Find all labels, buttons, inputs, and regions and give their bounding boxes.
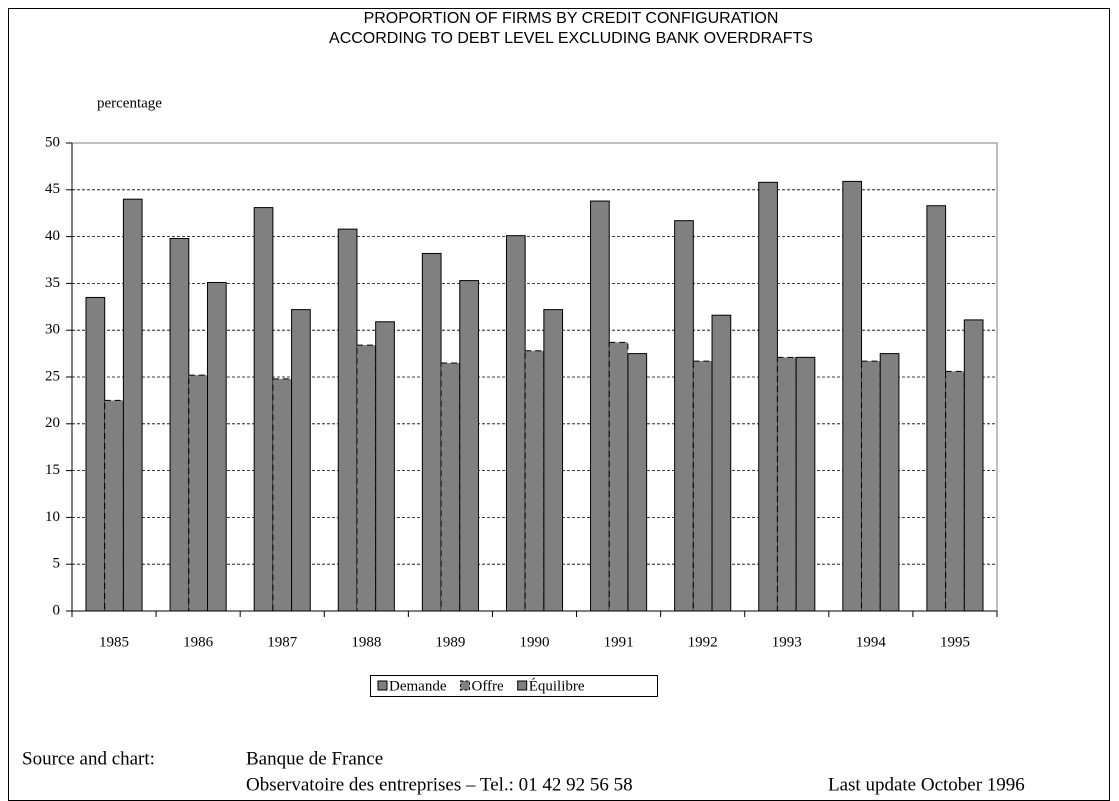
- legend-label: Offre: [471, 678, 504, 694]
- bar: [169, 237, 190, 612]
- x-tick-label: 1986: [183, 634, 214, 650]
- x-tick-label: 1989: [435, 634, 465, 650]
- x-tick-label: 1993: [772, 634, 802, 650]
- bar: [926, 205, 947, 612]
- last-update: Last update October 1996: [828, 774, 1025, 795]
- bar: [692, 360, 713, 612]
- bar: [861, 360, 881, 612]
- bar: [206, 281, 227, 612]
- y-tick-label: 40: [45, 228, 60, 244]
- bar: [253, 207, 274, 612]
- bar: [674, 220, 694, 612]
- bar: [459, 280, 479, 612]
- y-tick-label: 35: [45, 275, 60, 291]
- bar: [627, 353, 648, 612]
- bar: [590, 200, 610, 612]
- legend-label: Équilibre: [529, 677, 585, 694]
- bar: [524, 350, 545, 612]
- x-tick-label: 1987: [267, 634, 298, 650]
- bar: [421, 252, 442, 612]
- chart-title: PROPORTION OF FIRMS BY CREDIT CONFIGURAT…: [364, 10, 779, 27]
- bar: [104, 399, 124, 612]
- contact: Observatoire des entreprises – Tel.: 01 …: [246, 774, 633, 795]
- y-tick-label: 30: [45, 322, 60, 338]
- bar: [375, 321, 395, 612]
- y-tick-label: 5: [53, 556, 61, 572]
- legend-swatch: [377, 680, 388, 691]
- y-tick-label: 45: [45, 181, 60, 197]
- bar: [842, 180, 863, 612]
- bar: [85, 296, 106, 612]
- bar: [291, 309, 311, 612]
- bar: [776, 356, 797, 612]
- legend-swatch: [517, 680, 528, 691]
- x-tick-label: 1994: [856, 634, 887, 650]
- bar: [356, 344, 377, 612]
- y-tick-label: 25: [45, 368, 60, 384]
- x-tick-label: 1992: [688, 634, 718, 650]
- y-tick-label: 20: [45, 415, 60, 431]
- bar: [879, 353, 900, 612]
- y-tick-label: 15: [45, 462, 60, 478]
- y-tick-label: 0: [53, 602, 61, 618]
- legend: [370, 675, 658, 697]
- bar: [945, 370, 965, 612]
- bar: [608, 341, 629, 612]
- bar: [711, 314, 732, 612]
- bar: [505, 235, 526, 612]
- y-tick-label: 10: [45, 509, 60, 525]
- y-tick-label: 50: [45, 134, 60, 150]
- bar: [795, 356, 816, 612]
- bar: [758, 181, 778, 612]
- source-label: Source and chart:: [22, 748, 155, 769]
- legend-swatch: [459, 680, 470, 691]
- chart-subtitle: ACCORDING TO DEBT LEVEL EXCLUDING BANK O…: [329, 30, 813, 47]
- bar: [963, 319, 984, 612]
- bar: [440, 362, 461, 612]
- bar: [272, 378, 293, 612]
- bar: [188, 374, 208, 612]
- bar: [122, 198, 143, 612]
- source: Banque de France: [246, 748, 383, 769]
- x-tick-label: 1990: [520, 634, 550, 650]
- x-tick-label: 1985: [99, 634, 129, 650]
- x-tick-label: 1988: [351, 634, 381, 650]
- x-tick-label: 1991: [604, 634, 634, 650]
- bar: [337, 228, 358, 612]
- x-tick-label: 1995: [940, 634, 970, 650]
- legend-label: Demande: [389, 678, 447, 694]
- bar: [543, 309, 564, 612]
- y-axis-label: percentage: [97, 95, 162, 111]
